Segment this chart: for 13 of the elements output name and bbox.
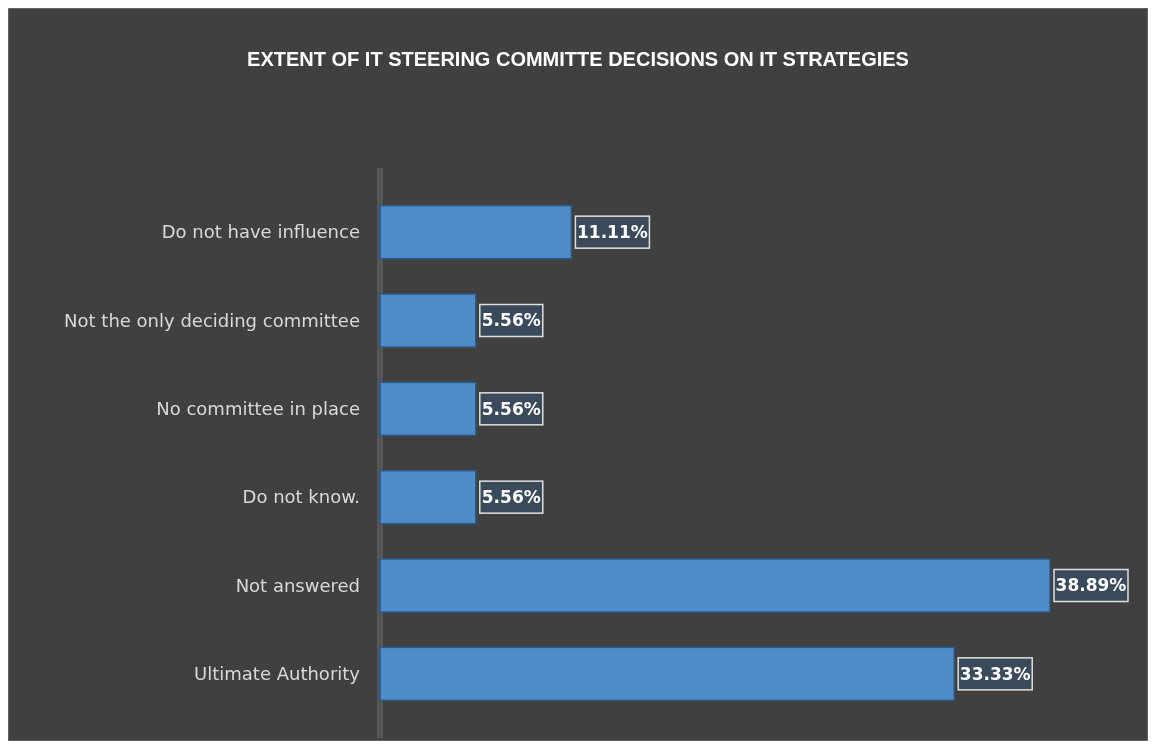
y-tick-label: Do not know. (242, 486, 360, 508)
data-label: 38.89% (1055, 575, 1127, 596)
y-tick-label: Not answered (235, 574, 360, 596)
y-tick-label: Ultimate Authority (194, 663, 361, 685)
data-label: 5.56% (481, 398, 541, 419)
data-label: 5.56% (481, 310, 541, 331)
data-label: 11.11% (577, 222, 648, 243)
y-tick-label: Not the only deciding committee (64, 309, 360, 331)
data-label: 33.33% (959, 663, 1031, 684)
y-tick-label: No committee in place (156, 398, 360, 420)
data-label: 5.56% (481, 487, 541, 508)
chart-title: EXTENT OF IT STEERING COMMITTE DECISIONS ON IT STRATEGIES (247, 48, 909, 70)
y-tick-label: Do not have influence (161, 221, 360, 243)
